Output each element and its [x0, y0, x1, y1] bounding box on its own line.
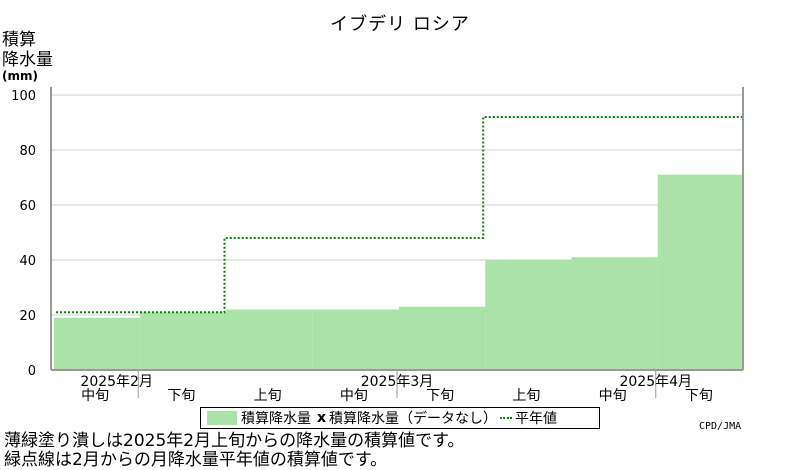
precip-bar	[485, 260, 572, 370]
x-tick-label: 上旬	[254, 388, 282, 404]
y-tick-label: 20	[19, 309, 36, 324]
footnote-line2: 緑点線は2月からの月降水量平年値の積算値です。	[4, 450, 388, 470]
precip-bar	[399, 306, 486, 370]
credit-label: CPD/JMA	[699, 421, 742, 432]
chart-title: イブデリ ロシア	[330, 14, 470, 35]
precip-bar	[54, 317, 141, 370]
x-tick-label: 中旬	[340, 388, 368, 404]
y-axis-unit: (mm)	[2, 69, 38, 83]
precip-bar	[226, 309, 313, 370]
month-label: 2025年2月	[80, 374, 153, 390]
x-tick-label: 下旬	[167, 388, 195, 404]
legend-nodata-x-mark: x	[317, 410, 327, 426]
footnote-line1: 薄緑塗り潰しは2025年2月上旬からの降水量の積算値です。	[4, 431, 465, 451]
y-tick-label: 100	[11, 89, 36, 104]
y-tick-label: 60	[19, 199, 36, 214]
x-tick-label: 下旬	[426, 388, 454, 404]
x-tick-label: 中旬	[81, 388, 109, 404]
precip-bar	[571, 257, 658, 370]
legend-nodata-label: 積算降水量（データなし）	[329, 411, 498, 427]
y-axis-label-line2: 降水量	[2, 50, 53, 70]
x-tick-label: 中旬	[599, 388, 627, 404]
y-tick-label: 0	[28, 364, 36, 379]
legend-normal-label: 平年値	[515, 411, 558, 427]
precip-bar	[312, 309, 399, 370]
month-label: 2025年4月	[619, 374, 692, 390]
y-axis-label: 積算 降水量 (mm)	[2, 30, 53, 82]
precip-bar	[140, 312, 227, 370]
x-tick-label: 下旬	[685, 388, 713, 404]
chart-legend: 積算降水量 x 積算降水量（データなし） 平年値	[200, 407, 600, 429]
y-axis-label-line1: 積算	[2, 30, 36, 50]
month-label: 2025年3月	[361, 374, 434, 390]
legend-fill-label: 積算降水量	[241, 411, 311, 427]
x-tick-label: 上旬	[512, 388, 540, 404]
y-tick-label: 40	[19, 254, 36, 269]
legend-fill-swatch	[207, 411, 237, 425]
legend-normal-line-sample	[500, 417, 513, 419]
precip-bar	[657, 174, 742, 370]
normal-step-line	[56, 116, 742, 314]
y-tick-label: 80	[19, 144, 36, 159]
